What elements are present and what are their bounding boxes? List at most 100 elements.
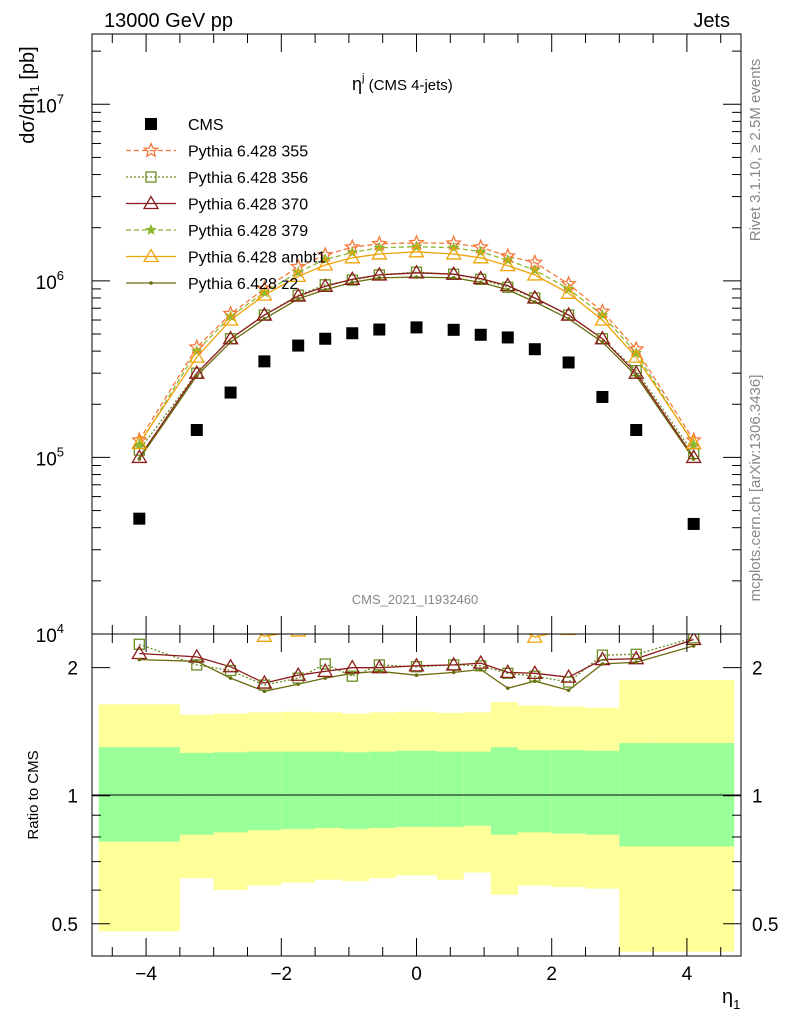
legend-label-pythia-6-428-370: Pythia 6.428 370: [188, 197, 308, 214]
main-point-pythia-6-428-ambt1: [408, 243, 425, 258]
ratio-point-pythia-6-428-ambt1: [560, 634, 577, 636]
ratio-y-axis-label: Ratio to CMS: [25, 750, 42, 839]
tick-exponent: 5: [57, 444, 64, 459]
ratio-point-pythia-6-428-356: [346, 670, 358, 682]
ratio-point-pythia-6-428-ambt1: [526, 634, 543, 643]
green-band-bin: [179, 753, 214, 835]
main-point-pythia-6-428-370: [685, 449, 702, 464]
main-plot-title: ηj (CMS 4-jets): [352, 72, 453, 94]
ratio-point-pythia-6-428-z2: [414, 673, 419, 678]
ratio-point-pythia-6-428-ambt1: [132, 605, 146, 617]
ratio-point-pythia-6-428-379: [135, 613, 145, 622]
green-band-bin: [315, 751, 343, 828]
ratio-point-pythia-6-428-370: [499, 664, 516, 679]
ratio-point-pythia-6-428-379: [321, 601, 331, 610]
legend-marker-pythia-6-428-356: [145, 171, 157, 183]
title-superscript: j: [361, 72, 364, 84]
ratio-point-pythia-6-428-ambt1: [290, 634, 307, 637]
ratio-point-pythia-6-428-355: [596, 583, 609, 596]
main-point-cms: [501, 331, 514, 344]
x-tick-label: 2: [546, 964, 557, 985]
green-band-bin: [517, 750, 552, 833]
ratio-point-pythia-6-428-355: [562, 600, 575, 613]
main-plot-markers: [131, 234, 702, 530]
ratio-point-pythia-6-428-356: [319, 658, 331, 670]
main-point-pythia-6-428-ambt1: [317, 256, 334, 271]
main-point-cms: [346, 327, 359, 340]
main-point-pythia-6-428-z2: [323, 287, 328, 292]
ratio-line-pythia-6-428-370: [139, 638, 694, 684]
main-point-cms: [630, 423, 643, 436]
main-point-pythia-6-428-z2: [228, 340, 233, 344]
main-point-pythia-6-428-ambt1: [560, 285, 577, 299]
green-band-bin: [281, 751, 316, 830]
main-line-pythia-6-428-z2: [138, 276, 695, 460]
ratio-point-pythia-6-428-379: [226, 607, 236, 616]
analysis-watermark: CMS_2021_I1932460: [352, 592, 479, 607]
ratio-point-pythia-6-428-356: [133, 638, 145, 650]
main-point-pythia-6-428-370: [344, 271, 361, 285]
main-point-pythia-6-428-ambt1: [256, 286, 273, 301]
ratio-uncertainty-bands: [98, 680, 735, 952]
ylabel-unit: [pb]: [17, 46, 39, 85]
ratio-point-pythia-6-428-379: [293, 614, 303, 623]
main-point-pythia-6-428-z2: [451, 276, 456, 280]
main-line-pythia-6-428-ambt1: [138, 251, 695, 444]
ratio-point-pythia-6-428-379: [260, 634, 268, 635]
main-point-pythia-6-428-z2: [414, 275, 419, 279]
ratio-point-pythia-6-428-355: [190, 592, 203, 605]
legend-label-cms: CMS: [188, 117, 224, 134]
ratio-point-pythia-6-428-z2: [350, 671, 355, 676]
main-point-cms: [528, 343, 541, 356]
main-point-pythia-6-428-ambt1: [371, 245, 388, 260]
main-line-pythia-6-428-356: [138, 271, 695, 455]
ratio-y-tick-label-right: 2: [752, 659, 763, 680]
title-rest: (CMS 4-jets): [364, 77, 452, 94]
ratio-point-pythia-6-428-355: [474, 578, 487, 591]
main-point-pythia-6-428-z2: [194, 373, 199, 378]
main-point-cms: [133, 512, 146, 525]
main-point-cms: [190, 423, 203, 436]
legend-marker-pythia-6-428-370: [142, 195, 160, 210]
tick-exponent: 4: [57, 621, 64, 636]
ratio-point-pythia-6-428-370: [526, 665, 543, 679]
main-point-pythia-6-428-z2: [350, 280, 355, 285]
ylabel-main: dσ/dη: [17, 92, 39, 143]
legend-label-pythia-6-428-ambt1: Pythia 6.428 ambt1: [188, 250, 326, 267]
ratio-point-pythia-6-428-ambt1: [190, 612, 204, 624]
ratio-point-pythia-6-428-379: [503, 605, 513, 614]
main-point-pythia-6-428-z2: [634, 373, 639, 378]
main-point-pythia-6-428-z2: [533, 300, 537, 304]
x-tick-label: 4: [682, 964, 693, 985]
green-band-bin: [213, 752, 248, 833]
ratio-point-pythia-6-428-ambt1: [256, 634, 273, 642]
legend-label-pythia-6-428-356: Pythia 6.428 356: [188, 170, 308, 187]
main-point-pythia-6-428-370: [131, 449, 148, 464]
main-point-pythia-6-428-z2: [505, 287, 510, 292]
main-point-pythia-6-428-370: [628, 364, 645, 379]
main-point-cms: [474, 328, 487, 341]
ratio-point-pythia-6-428-z2: [478, 667, 483, 672]
green-band-bin: [369, 751, 397, 828]
legend-label-pythia-6-428-355: Pythia 6.428 355: [188, 144, 308, 161]
ratio-point-pythia-6-428-ambt1: [318, 611, 332, 623]
tick-base: 10: [36, 626, 57, 647]
ratio-point-pythia-6-428-z2: [262, 689, 267, 694]
main-point-cms: [687, 517, 700, 530]
tick-exponent: 7: [57, 91, 64, 106]
main-point-cms: [373, 323, 386, 336]
ratio-point-pythia-6-428-z2: [323, 676, 328, 680]
ratio-point-pythia-6-428-ambt1: [345, 607, 359, 619]
ratio-point-pythia-6-428-355: [528, 580, 541, 593]
legend-marker-pythia-6-428-z2: [149, 281, 153, 285]
main-point-cms: [319, 332, 332, 345]
ratio-point-pythia-6-428-ambt1: [501, 616, 515, 628]
green-band-bin: [436, 751, 464, 827]
ratio-point-pythia-6-428-z2: [377, 669, 382, 674]
ratio-point-pythia-6-428-ambt1: [687, 595, 701, 607]
main-point-pythia-6-428-ambt1: [290, 268, 307, 283]
main-y-tick-label: 104: [36, 621, 64, 647]
main-point-pythia-6-428-ambt1: [222, 311, 239, 326]
main-point-pythia-6-428-370: [290, 287, 307, 302]
ratio-point-pythia-6-428-370: [445, 656, 462, 671]
